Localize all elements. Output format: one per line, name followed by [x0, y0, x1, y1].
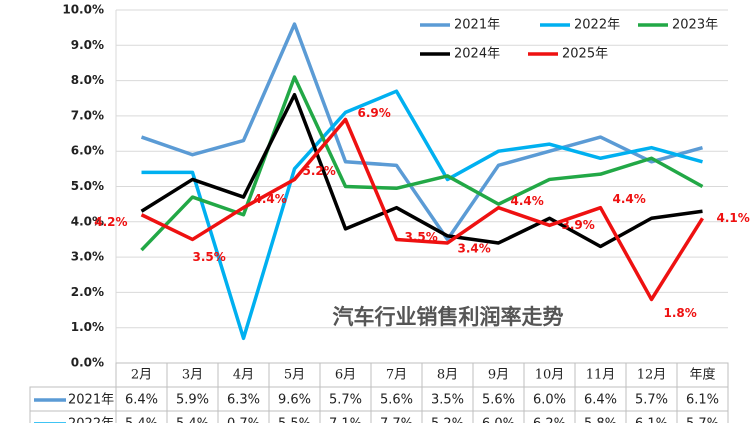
- table-cell: 6.1%: [635, 417, 668, 423]
- x-tick-label: 6月: [335, 368, 356, 383]
- table-cell: 5.4%: [125, 417, 158, 423]
- y-tick-label: 9.0%: [71, 38, 104, 52]
- legend-label: 2024年: [454, 47, 500, 62]
- table-cell: 6.4%: [584, 393, 617, 408]
- series-line: [140, 22, 703, 242]
- y-tick-label: 5.0%: [71, 179, 104, 193]
- x-tick-label: 年度: [689, 367, 715, 383]
- data-label: 4.4%: [613, 192, 646, 206]
- y-tick-label: 7.0%: [71, 108, 104, 122]
- data-label: 3.4%: [458, 241, 491, 255]
- chart-title: 汽车行业销售利润率走势: [333, 305, 564, 329]
- y-tick-label: 0.0%: [71, 356, 104, 370]
- x-tick-label: 11月: [586, 368, 616, 383]
- y-tick-label: 1.0%: [71, 320, 104, 334]
- data-label: 1.8%: [664, 306, 697, 320]
- table-cell: 9.6%: [278, 393, 311, 408]
- legend-label: 2021年: [454, 18, 500, 33]
- table-cell: 5.5%: [278, 417, 311, 423]
- y-tick-label: 10.0%: [62, 3, 104, 17]
- table-cell: 5.6%: [482, 393, 515, 408]
- data-label: 3.5%: [193, 250, 226, 264]
- legend-label: 2022年: [574, 18, 620, 33]
- data-label: 4.4%: [254, 192, 287, 206]
- table-cell: 3.5%: [431, 393, 464, 408]
- table-cell: 5.9%: [176, 393, 209, 408]
- y-tick-label: 4.0%: [71, 214, 104, 228]
- y-tick-label: 3.0%: [71, 250, 104, 264]
- data-label: 3.9%: [562, 218, 595, 232]
- y-tick-label: 6.0%: [71, 144, 104, 158]
- table-cell: 7.7%: [380, 417, 413, 423]
- table-cell: 6.0%: [533, 393, 566, 408]
- table-cell: 5.7%: [686, 417, 719, 423]
- table-row: [29, 410, 729, 423]
- series-line: [140, 75, 704, 252]
- table-cell: 0.7%: [227, 417, 260, 423]
- x-tick-label: 10月: [535, 368, 565, 383]
- series-line: [141, 89, 703, 341]
- legend-label: 2023年: [672, 18, 718, 33]
- data-label: 5.2%: [303, 164, 336, 178]
- table-cell: 6.1%: [686, 393, 719, 408]
- x-tick-label: 5月: [284, 368, 305, 383]
- table-cell: 5.8%: [584, 417, 617, 423]
- x-tick-label: 12月: [637, 368, 667, 383]
- row-label: 2022年: [68, 417, 114, 423]
- y-tick-label: 8.0%: [71, 73, 104, 87]
- series-line: [140, 117, 704, 302]
- data-label: 6.9%: [358, 106, 391, 120]
- table-cell: 5.7%: [635, 393, 668, 408]
- table-cell: 5.6%: [380, 393, 413, 408]
- data-label: 4.4%: [511, 194, 544, 208]
- table-cell: 5.2%: [431, 417, 464, 423]
- legend-label: 2025年: [562, 47, 608, 62]
- data-label: 4.1%: [717, 211, 750, 225]
- table-cell: 5.4%: [176, 417, 209, 423]
- data-label: 3.5%: [405, 230, 438, 244]
- y-tick-label: 2.0%: [71, 285, 104, 299]
- x-tick-label: 7月: [386, 368, 407, 383]
- table-cell: 6.2%: [533, 417, 566, 423]
- data-label: 4.2%: [94, 215, 127, 229]
- table-cell: 6.4%: [125, 393, 158, 408]
- x-tick-label: 4月: [233, 368, 254, 383]
- x-tick-label: 8月: [437, 368, 458, 383]
- x-tick-label: 3月: [182, 368, 203, 383]
- row-label: 2021年: [68, 393, 114, 408]
- x-tick-label: 2月: [131, 368, 152, 383]
- x-tick-label: 9月: [488, 368, 509, 383]
- table-cell: 6.3%: [227, 393, 260, 408]
- table-cell: 5.7%: [329, 393, 362, 408]
- table-cell: 7.1%: [329, 417, 362, 423]
- table-cell: 6.0%: [482, 417, 515, 423]
- series-line: [140, 92, 703, 249]
